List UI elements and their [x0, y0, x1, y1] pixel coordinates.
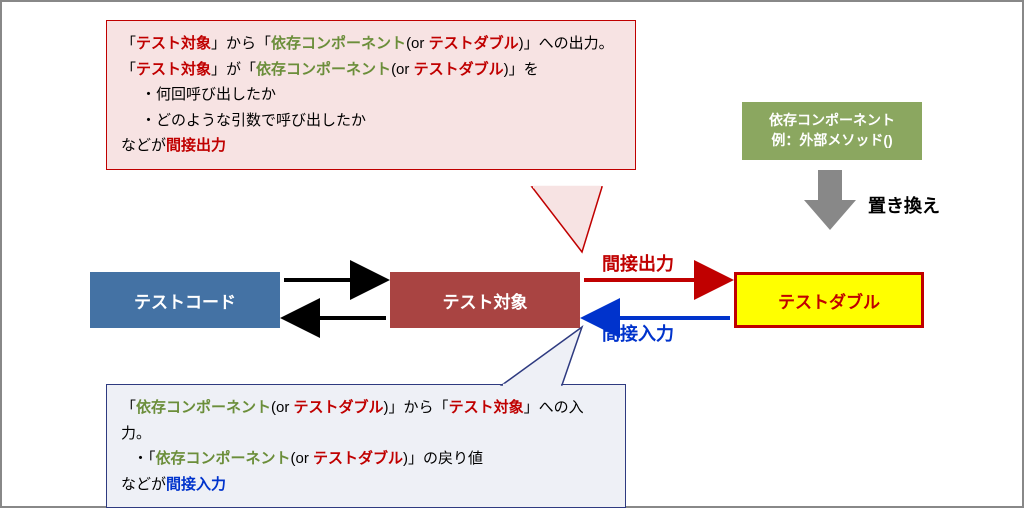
text: (or — [391, 61, 414, 78]
text: 依存コンポーネント — [156, 450, 291, 467]
text: 」から「 — [389, 399, 449, 416]
text: テスト対象 — [449, 399, 524, 416]
text: 「 — [121, 35, 136, 52]
diagram-canvas: 「テスト対象」から「依存コンポーネント(or テストダブル)」への出力。 「テス… — [0, 0, 1024, 508]
box-label: テストダブル — [778, 288, 880, 313]
text: (or — [291, 450, 314, 467]
text: 」への出力。 — [524, 35, 614, 52]
text: テストダブル — [294, 399, 384, 416]
text: テストダブル — [414, 61, 504, 78]
text: ・どのような引数で呼び出したか — [121, 108, 621, 134]
text: テストダブル — [313, 450, 403, 467]
box-test-target: テスト対象 — [390, 272, 580, 328]
text: (or — [406, 35, 429, 52]
callout-indirect-input: 「依存コンポーネント(or テストダブル)」から「テスト対象」への入力。 ・「依… — [106, 384, 626, 508]
text: 「 — [121, 399, 136, 416]
callout-top-tail — [532, 187, 602, 252]
box-label: 例：外部メソッド() — [769, 131, 895, 151]
text: 」が「 — [211, 61, 256, 78]
box-label: テストコード — [134, 288, 236, 313]
label-replace: 置き換え — [868, 192, 940, 218]
text: ・「 — [133, 450, 156, 467]
text: 」から「 — [211, 35, 271, 52]
box-dependency-component: 依存コンポーネント 例：外部メソッド() — [742, 102, 922, 160]
text: ・何回呼び出したか — [121, 82, 621, 108]
text: (or — [271, 399, 294, 416]
text: などが — [121, 476, 166, 493]
box-label: テスト対象 — [443, 288, 528, 313]
text: テスト対象 — [136, 35, 211, 52]
text: 「 — [121, 61, 136, 78]
text: 依存コンポーネント — [271, 35, 406, 52]
box-label: 依存コンポーネント — [769, 111, 895, 131]
callout-indirect-output: 「テスト対象」から「依存コンポーネント(or テストダブル)」への出力。 「テス… — [106, 20, 636, 170]
text: 依存コンポーネント — [256, 61, 391, 78]
text: 依存コンポーネント — [136, 399, 271, 416]
text: テスト対象 — [136, 61, 211, 78]
text: 間接出力 — [166, 137, 226, 154]
text: テストダブル — [429, 35, 519, 52]
text: 」の戻り値 — [408, 450, 483, 467]
text: などが — [121, 137, 166, 154]
callout-bottom-tail — [502, 327, 582, 385]
box-test-code: テストコード — [90, 272, 280, 328]
box-test-double: テストダブル — [734, 272, 924, 328]
text: 」を — [509, 61, 539, 78]
label-indirect-output: 間接出力 — [602, 250, 674, 276]
text: 間接入力 — [166, 476, 226, 493]
arrow-replace-down — [804, 170, 856, 230]
label-indirect-input: 間接入力 — [602, 320, 674, 346]
